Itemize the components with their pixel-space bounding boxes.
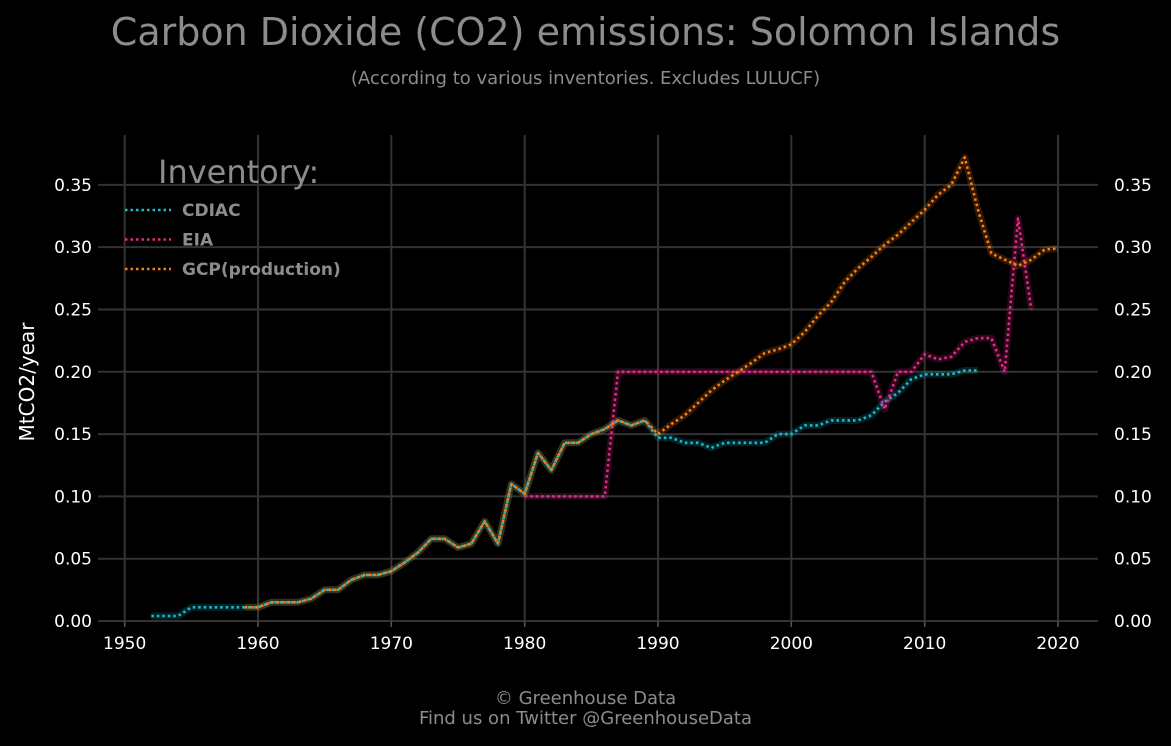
y-tick-label-left: 0.05: [54, 550, 92, 570]
y-tick-label-left: 0.10: [54, 487, 92, 507]
y-tick-label-left: 0.30: [54, 238, 92, 258]
series-line-gcpproduction: [244, 156, 1059, 609]
y-tick-label-right: 0.20: [1114, 363, 1152, 383]
y-tick-label-left: 0.15: [54, 425, 92, 445]
x-tick-label: 1960: [236, 634, 279, 654]
legend-label: CDIAC: [182, 201, 241, 221]
x-ticks: 1950 1960 1970 1980 1990 2000 2010 2020: [103, 621, 1080, 654]
series-glow-gcpproduction: [244, 153, 1059, 611]
footer-copyright: © Greenhouse Data: [494, 688, 677, 709]
series-glow-eia: [524, 215, 1035, 500]
x-tick-label: 1980: [503, 634, 546, 654]
y-tick-label-right: 0.25: [1114, 300, 1152, 320]
grid: [98, 135, 1098, 622]
chart-subtitle: (According to various inventories. Exclu…: [350, 68, 821, 89]
legend-title: Inventory:: [158, 153, 319, 191]
footer-twitter: Find us on Twitter @GreenhouseData: [418, 708, 753, 729]
y-ticks-right: 0.00 0.05 0.10 0.15 0.20 0.25 0.30 0.35: [1114, 176, 1152, 632]
x-tick-label: 1970: [370, 634, 413, 654]
legend: Inventory: CDIAC EIA GCP(production): [125, 153, 341, 280]
y-tick-label-right: 0.05: [1114, 550, 1152, 570]
y-tick-label-right: 0.00: [1114, 612, 1152, 632]
y-axis-label: MtCO2/year: [15, 322, 39, 442]
x-tick-label: 1950: [103, 634, 146, 654]
y-ticks-left: 0.00 0.05 0.10 0.15 0.20 0.25 0.30 0.35: [54, 176, 92, 632]
y-tick-label-right: 0.35: [1114, 176, 1152, 196]
y-tick-label-left: 0.25: [54, 300, 92, 320]
series-line-eia: [524, 217, 1033, 498]
x-tick-label: 2010: [903, 634, 946, 654]
series-lines: [151, 153, 1059, 620]
y-tick-label-left: 0.35: [54, 176, 92, 196]
x-tick-label: 1990: [636, 634, 679, 654]
y-tick-label-left: 0.20: [54, 363, 92, 383]
y-tick-label-left: 0.00: [54, 612, 92, 632]
x-tick-label: 2000: [770, 634, 813, 654]
y-tick-label-right: 0.30: [1114, 238, 1152, 258]
x-tick-label: 2020: [1036, 634, 1079, 654]
legend-label: EIA: [182, 231, 214, 251]
legend-label: GCP(production): [182, 260, 341, 280]
y-tick-label-right: 0.10: [1114, 487, 1152, 507]
y-tick-label-right: 0.15: [1114, 425, 1152, 445]
chart-title: Carbon Dioxide (CO2) emissions: Solomon …: [110, 10, 1061, 54]
